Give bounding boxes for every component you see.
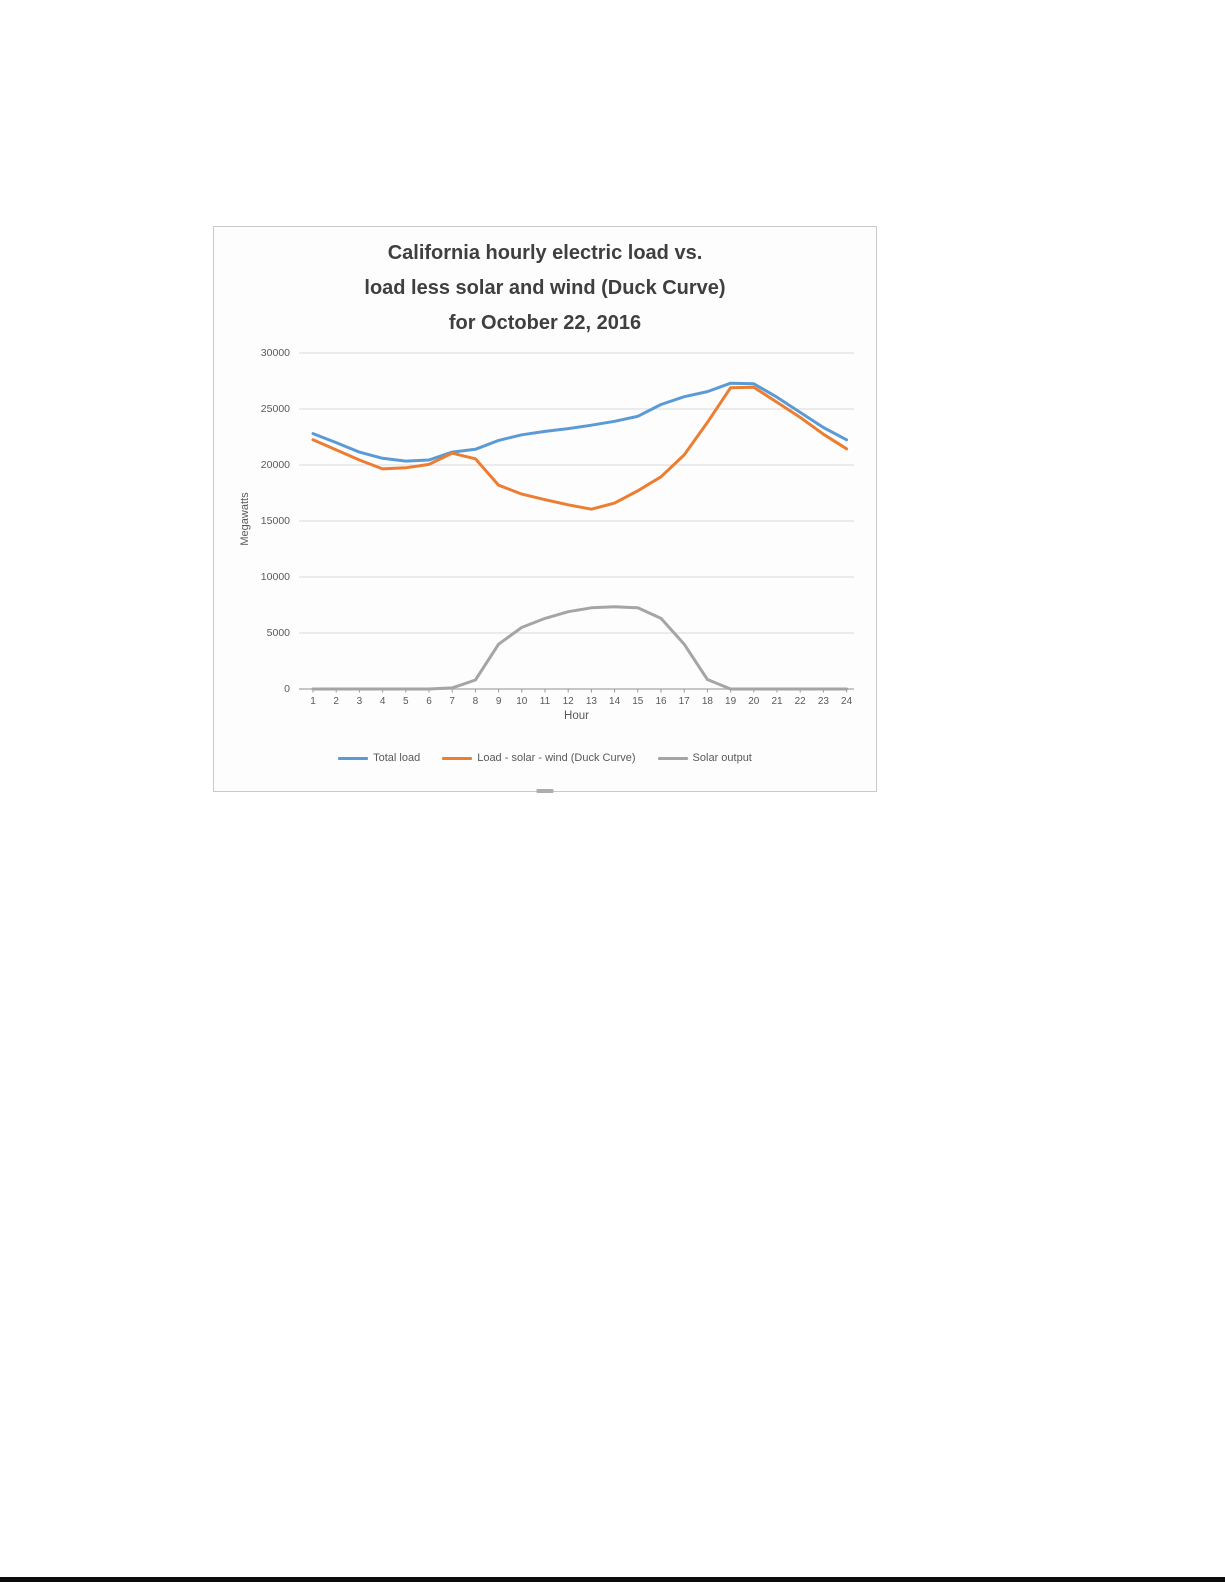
legend-label: Total load bbox=[373, 752, 421, 764]
x-tick-label: 6 bbox=[426, 696, 432, 707]
y-tick-label: 30000 bbox=[260, 347, 290, 359]
x-tick-label: 5 bbox=[403, 696, 409, 707]
x-tick-label: 12 bbox=[562, 696, 574, 707]
legend-line-swatch bbox=[338, 756, 369, 760]
x-tick-label: 24 bbox=[841, 696, 853, 707]
chart-title-line-1: California hourly electric load vs. bbox=[387, 242, 703, 264]
y-tick-label: 15000 bbox=[260, 515, 290, 527]
chart-panel: California hourly electric load vs. load… bbox=[213, 226, 877, 793]
x-tick-label: 14 bbox=[609, 696, 621, 707]
x-tick-label: 9 bbox=[495, 696, 502, 707]
legend-label: Solar output bbox=[692, 752, 752, 764]
x-tick-label: 11 bbox=[539, 696, 551, 707]
series-line-load-solar-wind-duck-curve bbox=[311, 385, 849, 511]
x-tick-label: 22 bbox=[794, 696, 806, 707]
series-line-solar-output bbox=[311, 605, 849, 691]
legend: Total load Load - solar - wind (Duck Curv… bbox=[214, 752, 876, 764]
y-axis-title: Megawatts bbox=[239, 492, 251, 546]
legend-item-load-solar-wind-duck-curve: Load - solar - wind (Duck Curve) bbox=[442, 752, 636, 764]
x-axis-title: Hour bbox=[564, 710, 589, 722]
x-tick-label: 21 bbox=[771, 696, 783, 707]
x-tick-label: 10 bbox=[516, 696, 528, 707]
x-tick-label: 4 bbox=[379, 696, 386, 707]
x-tick-label: 15 bbox=[632, 696, 644, 707]
x-tick-label: 3 bbox=[356, 696, 363, 707]
x-tick-label: 7 bbox=[449, 696, 455, 707]
x-tick-label: 17 bbox=[678, 696, 690, 707]
chart-title-line-2: load less solar and wind (Duck Curve) bbox=[364, 277, 726, 299]
chart-title-line-3: for October 22, 2016 bbox=[448, 312, 642, 334]
x-tick-label: 20 bbox=[748, 696, 760, 707]
y-tick-label: 0 bbox=[284, 683, 290, 695]
y-tick-label: 20000 bbox=[260, 459, 290, 471]
y-tick-label: 5000 bbox=[266, 627, 290, 639]
legend-item-solar-output: Solar output bbox=[657, 752, 752, 764]
series-line-total-load bbox=[311, 381, 849, 463]
y-tick-label: 25000 bbox=[260, 403, 290, 415]
legend-label: Load - solar - wind (Duck Curve) bbox=[477, 752, 636, 764]
panel-bottom-notch bbox=[536, 789, 554, 793]
x-tick-label: 16 bbox=[655, 696, 667, 707]
x-tick-label: 18 bbox=[701, 696, 713, 707]
y-tick-label: 10000 bbox=[260, 571, 290, 583]
x-tick-label: 1 bbox=[310, 696, 316, 707]
legend-line-swatch bbox=[657, 756, 688, 760]
x-tick-label: 8 bbox=[472, 696, 479, 707]
chart-title: California hourly electric load vs. load… bbox=[214, 236, 876, 341]
x-tick-label: 2 bbox=[333, 696, 339, 707]
plot-area bbox=[299, 352, 854, 693]
x-tick-label: 13 bbox=[585, 696, 597, 707]
x-tick-label: 19 bbox=[725, 696, 737, 707]
legend-item-total-load: Total load bbox=[338, 752, 420, 764]
page-bottom-rule bbox=[0, 1577, 1225, 1582]
legend-line-swatch bbox=[442, 756, 473, 760]
x-tick-label: 23 bbox=[817, 696, 829, 707]
